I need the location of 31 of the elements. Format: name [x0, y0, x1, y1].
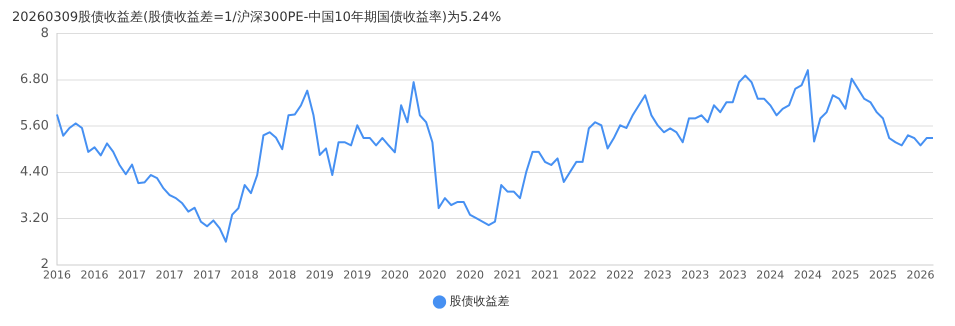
x-tick-label: 2020	[380, 268, 409, 282]
x-tick-label: 2017	[193, 268, 222, 282]
x-tick-label: 2025	[868, 268, 897, 282]
y-tick-label: 5.60	[20, 118, 49, 134]
x-tick-label: 2021	[531, 268, 560, 282]
x-tick-label: 2023	[644, 268, 672, 282]
x-tick-label: 2022	[606, 268, 634, 282]
x-tick-label: 2021	[493, 268, 522, 282]
x-tick-label: 2022	[568, 268, 597, 282]
x-tick-label: 2017	[156, 268, 184, 282]
x-tick-label: 2024	[794, 268, 822, 282]
chart-title: 20260309股债收益差(股债收益差=1/沪深300PE-中国10年期国债收益率)为5.24%	[12, 9, 502, 26]
x-tick-label: 2018	[230, 268, 259, 282]
x-tick-label: 2016	[42, 268, 71, 282]
x-tick-label: 2017	[118, 268, 146, 282]
legend-label: 股债收益差	[450, 294, 510, 308]
x-tick-label: 2020	[456, 268, 484, 282]
x-tick-label: 2016	[80, 268, 108, 282]
y-tick-label: 8	[40, 26, 49, 41]
y-tick-label: 6.80	[20, 72, 49, 88]
x-tick-label: 2019	[343, 268, 372, 282]
y-tick-label: 3.20	[20, 210, 49, 226]
x-tick-label: 2026	[906, 268, 934, 282]
x-tick-label: 2023	[681, 268, 710, 282]
x-tick-label: 2020	[418, 268, 446, 282]
y-tick-label: 4.40	[20, 164, 49, 180]
x-tick-label: 2024	[756, 268, 784, 282]
x-tick-label: 2018	[268, 268, 296, 282]
x-tick-label: 2023	[718, 268, 747, 282]
x-tick-label: 2019	[306, 268, 334, 282]
x-tick-label: 2025	[831, 268, 860, 282]
